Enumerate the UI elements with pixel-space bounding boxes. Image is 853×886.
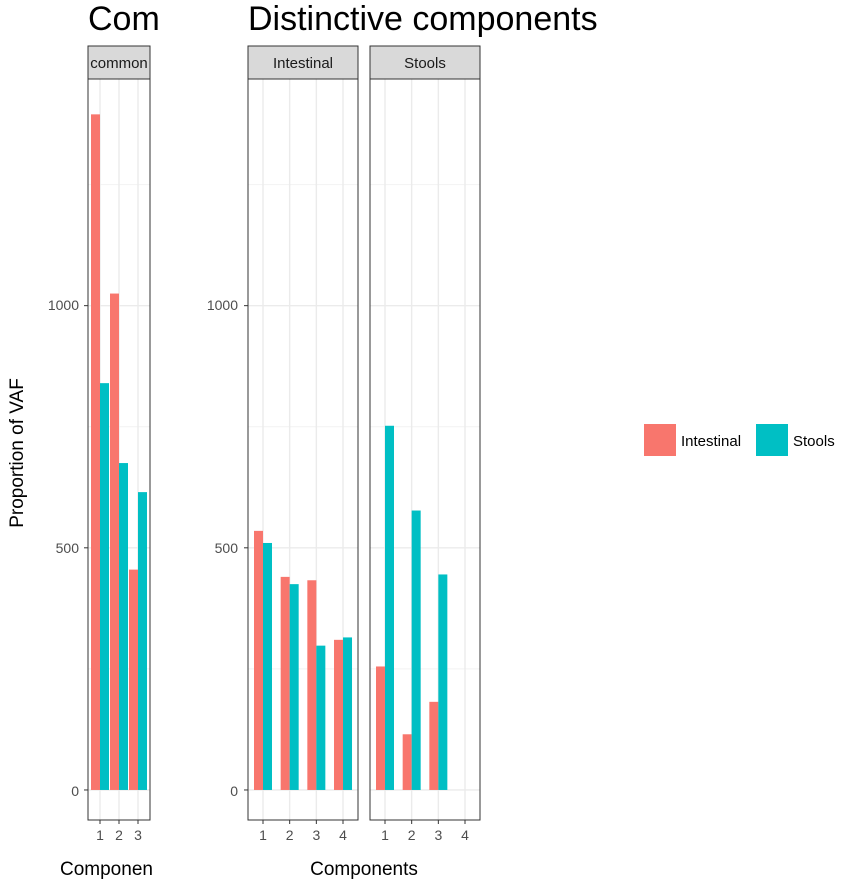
bar-intestinal-1 bbox=[91, 114, 100, 790]
y-tick-label: 0 bbox=[71, 783, 79, 799]
bar-intestinal-3 bbox=[307, 580, 317, 790]
facet-intestinal: 1 2 3 4 bbox=[244, 78, 359, 843]
facet-stools: 1 2 3 4 bbox=[369, 78, 481, 843]
y-tick-label: 500 bbox=[215, 540, 239, 556]
legend-label-stools: Stools bbox=[793, 433, 835, 450]
bar-intestinal-2 bbox=[110, 293, 119, 790]
bar-stools-1 bbox=[385, 425, 394, 790]
bar-intestinal-3 bbox=[429, 701, 439, 790]
strip-intestinal: Intestinal bbox=[247, 45, 359, 80]
bar-intestinal-4 bbox=[334, 639, 344, 790]
bar-stools-2 bbox=[411, 510, 421, 790]
bar-intestinal-1 bbox=[376, 666, 385, 790]
bars bbox=[376, 425, 448, 790]
bar-intestinal-1 bbox=[254, 530, 263, 790]
bar-intestinal-2 bbox=[402, 734, 412, 790]
x-axis-label-distinctive: Components bbox=[310, 859, 418, 880]
x-tick-label: 2 bbox=[286, 827, 294, 843]
strip-label: Intestinal bbox=[273, 55, 333, 72]
panel-title-common: Com bbox=[88, 0, 160, 38]
x-tick-label: 2 bbox=[408, 827, 416, 843]
y-tick-label: 1000 bbox=[207, 297, 238, 313]
legend-swatch-intestinal bbox=[644, 424, 676, 456]
strip-stools: Stools bbox=[369, 45, 481, 80]
strip-label: Stools bbox=[404, 55, 446, 72]
legend-label-intestinal: Intestinal bbox=[681, 433, 741, 450]
bar-stools-3 bbox=[438, 574, 448, 790]
bars bbox=[91, 114, 147, 790]
bar-stools-4 bbox=[343, 637, 353, 790]
x-tick-label: 2 bbox=[115, 827, 123, 843]
bar-intestinal-3 bbox=[129, 569, 138, 790]
x-tick-label: 3 bbox=[434, 827, 442, 843]
x-tick-label: 1 bbox=[381, 827, 389, 843]
bar-intestinal-2 bbox=[280, 576, 290, 790]
bar-stools-3 bbox=[316, 645, 326, 790]
strip-label: common bbox=[90, 55, 148, 72]
x-tick-label: 4 bbox=[339, 827, 347, 843]
x-tick-label: 1 bbox=[259, 827, 267, 843]
panel-title-distinctive: Distinctive components bbox=[248, 0, 598, 38]
strip-common: common bbox=[87, 45, 151, 80]
bar-stools-1 bbox=[263, 542, 272, 790]
panel-border bbox=[369, 78, 481, 821]
y-tick-label: 0 bbox=[230, 783, 238, 799]
x-tick-label: 1 bbox=[96, 827, 104, 843]
legend: Intestinal Stools bbox=[644, 424, 835, 456]
bar-stools-1 bbox=[100, 383, 109, 790]
bar-stools-2 bbox=[289, 584, 299, 790]
x-tick-label: 4 bbox=[461, 827, 469, 843]
y-axis-label: Proportion of VAF bbox=[7, 378, 28, 528]
legend-swatch-stools bbox=[756, 424, 788, 456]
x-tick-label: 3 bbox=[312, 827, 320, 843]
bar-stools-2 bbox=[119, 463, 128, 790]
y-tick-label: 500 bbox=[56, 540, 80, 556]
bars bbox=[254, 530, 353, 790]
y-tick-label: 1000 bbox=[48, 297, 79, 313]
x-tick-label: 3 bbox=[134, 827, 142, 843]
panel-border bbox=[247, 78, 359, 821]
x-axis-label-common: Componen bbox=[60, 859, 153, 880]
bar-stools-3 bbox=[138, 492, 147, 790]
